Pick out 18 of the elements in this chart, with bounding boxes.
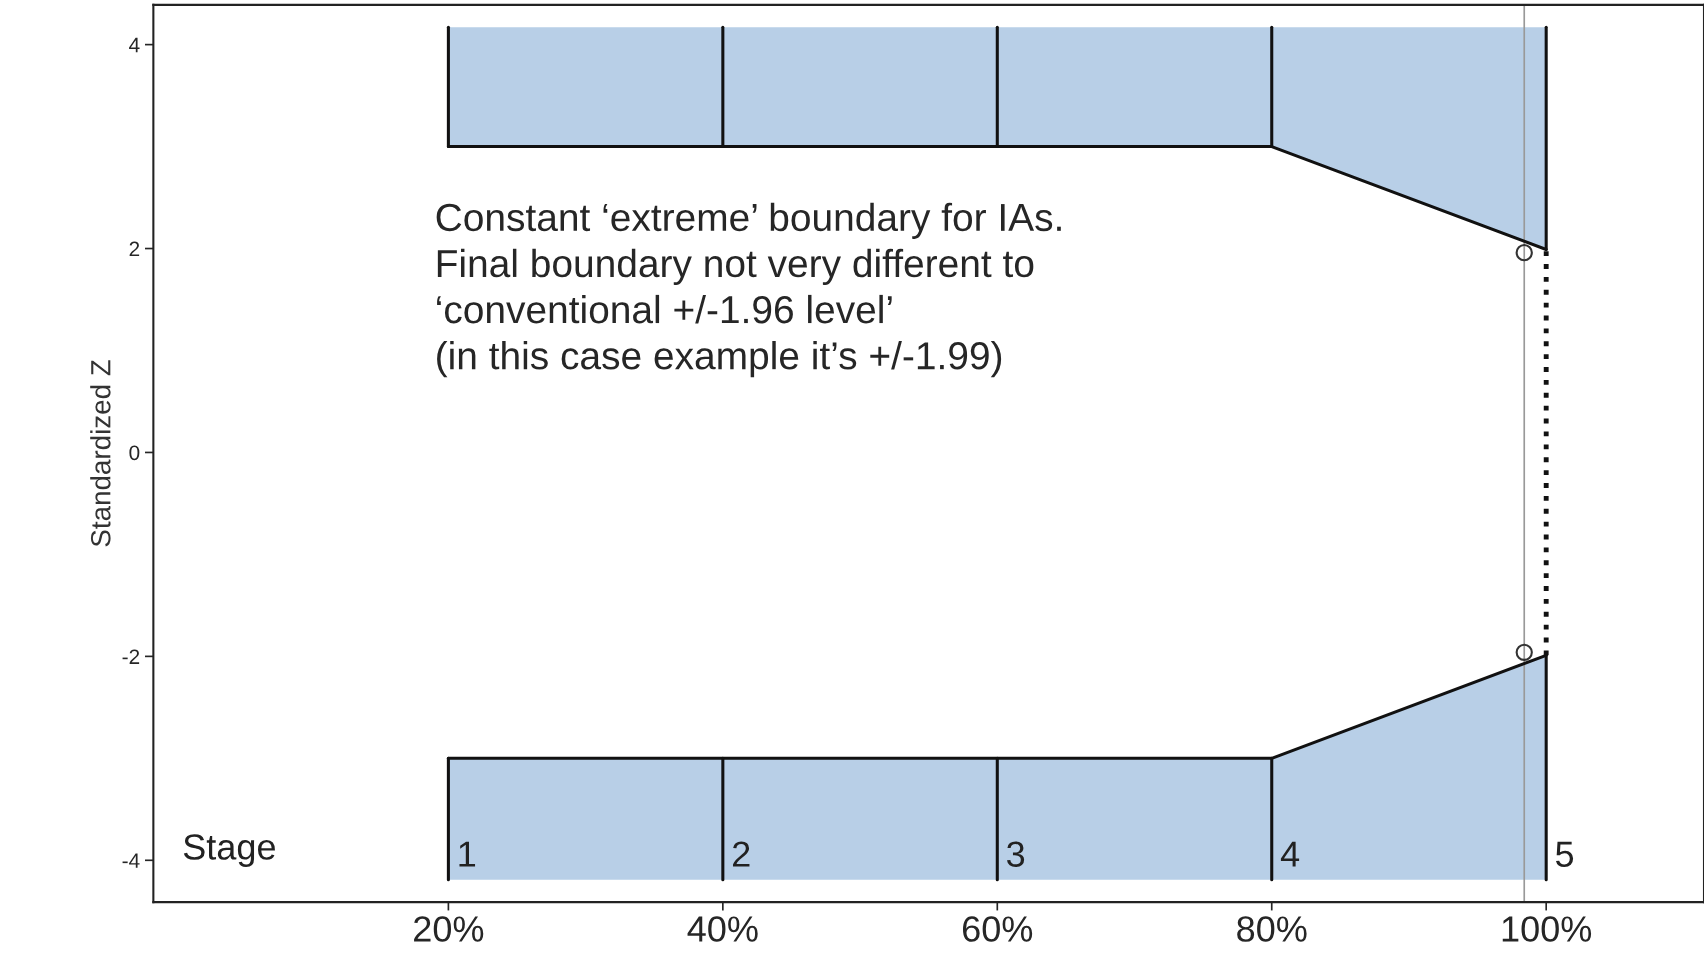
annotation: Stage bbox=[183, 834, 275, 867]
y-tick-label: 2 bbox=[129, 241, 140, 257]
annotation: 1 bbox=[459, 841, 476, 867]
x-tick-label: 60% bbox=[962, 916, 1033, 942]
y-axis-title: Standardized Z bbox=[90, 360, 111, 547]
x-tick-label: 100% bbox=[1502, 916, 1592, 942]
annotation: Constant ‘extreme’ boundary for IAs. Final boundary not very different to ‘conventional +/-1.96 level’ (in this case example it’s +/-1.99) bbox=[436, 202, 1061, 378]
x-tick-label: 40% bbox=[687, 916, 758, 942]
annotation: 5 bbox=[1555, 841, 1574, 867]
y-tick-label: -4 bbox=[122, 853, 140, 868]
y-tick-label: -2 bbox=[122, 649, 140, 664]
x-tick-label: 20% bbox=[414, 916, 484, 942]
y-tick-label: 0 bbox=[129, 445, 140, 461]
annotation: 2 bbox=[732, 841, 750, 867]
annotation: 4 bbox=[1280, 841, 1300, 867]
y-tick-label: 4 bbox=[129, 37, 140, 53]
x-tick-label: 80% bbox=[1237, 916, 1307, 942]
annotation: 3 bbox=[1007, 841, 1025, 867]
